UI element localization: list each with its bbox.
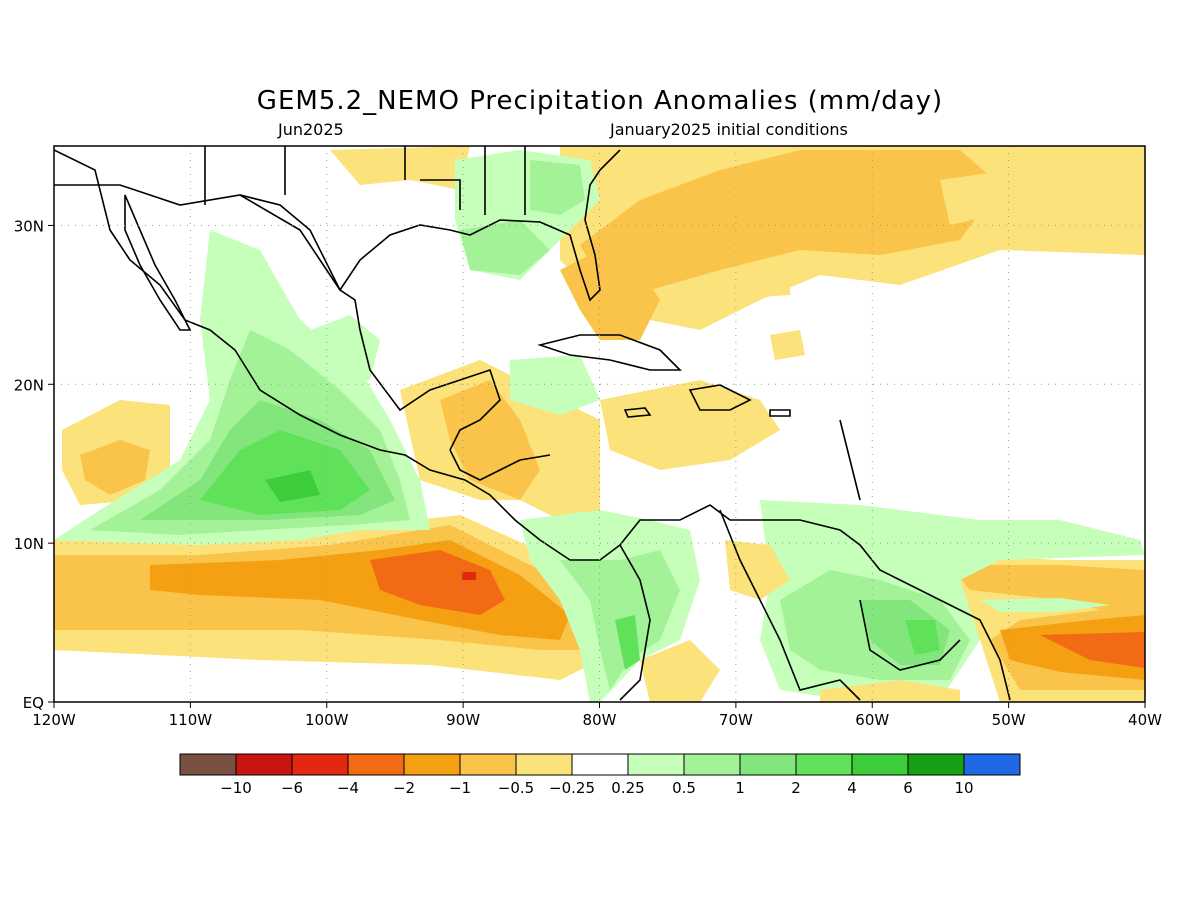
- atlantic-dry-spot: [750, 265, 790, 297]
- southeast-us-wet: [530, 160, 585, 215]
- forecast-month: Jun2025: [278, 120, 344, 139]
- colorbar-swatch: [291, 753, 349, 776]
- amazon-dry-2: [820, 680, 960, 702]
- anomaly-field: [54, 146, 1145, 702]
- longitude-tick-label: 100W: [305, 711, 349, 729]
- caribbean-wet: [510, 355, 600, 415]
- jamaica: [623, 407, 652, 418]
- atlantic-wet-east: [980, 598, 1110, 612]
- colorbar-label: 0.5: [672, 779, 696, 797]
- longitude-tick-label: 80W: [583, 711, 617, 729]
- colorbar-swatch: [795, 753, 853, 776]
- guianas-wet-core: [905, 620, 940, 655]
- colorbar-swatch: [851, 753, 909, 776]
- colorbar-swatch: [459, 753, 517, 776]
- central-america-dry-core: [440, 380, 540, 500]
- us-mexico-border: [54, 184, 341, 291]
- initial-conditions-label: January2025 initial conditions: [610, 120, 848, 139]
- colorbar-swatch: [739, 753, 797, 776]
- lesser-antilles: [839, 419, 861, 501]
- longitude-axis: 120W 110W 100W 90W 80W 70W 60W 50W 40W: [32, 702, 1162, 729]
- colorbar-label: −2: [393, 779, 415, 797]
- pacific-dry-max: [462, 572, 476, 580]
- central-america-borders: [449, 449, 551, 481]
- venezuela-dry: [725, 540, 790, 600]
- guyana-border: [859, 599, 961, 671]
- latitude-axis: EQ 10N 20N 30N: [14, 217, 54, 712]
- colombia-border: [619, 544, 651, 701]
- baja-california: [124, 194, 192, 331]
- puerto-rico: [769, 409, 791, 417]
- longitude-tick-label: 90W: [446, 711, 480, 729]
- longitude-tick-label: 70W: [719, 711, 753, 729]
- colorbar-label: 6: [903, 779, 913, 797]
- colorbar-swatch: [347, 753, 405, 776]
- mexico-pacific-coastline: [54, 149, 621, 561]
- colorbar-label: −6: [281, 779, 303, 797]
- map-title: GEM5.2_NEMO Precipitation Anomalies (mm/…: [256, 86, 944, 116]
- northwest-dry-patch: [330, 146, 470, 190]
- us-state-lines: [204, 146, 526, 215]
- caribbean-dry: [600, 380, 780, 470]
- amazon-dry: [640, 640, 720, 702]
- atlantic-dry-core: [580, 150, 1000, 290]
- mexico-pacific-wet-core: [265, 470, 320, 502]
- longitude-tick-label: 120W: [32, 711, 76, 729]
- longitude-tick-label: 40W: [1128, 711, 1162, 729]
- hispaniola: [688, 384, 752, 411]
- longitude-tick-label: 50W: [992, 711, 1026, 729]
- us-gulf-coast: [339, 149, 621, 302]
- colorbar-label: −1: [449, 779, 471, 797]
- latitude-tick-label: 20N: [14, 376, 44, 394]
- latitude-tick-label: 30N: [14, 217, 44, 235]
- florida-strait-dry: [560, 250, 660, 340]
- colorbar-swatch: [235, 753, 293, 776]
- colorbar-swatch: [515, 753, 573, 776]
- gulf-wet-2: [460, 220, 550, 275]
- east-atlantic-dry-core: [1040, 632, 1145, 668]
- colorbar-swatch: [627, 753, 685, 776]
- pacific-dry-core: [370, 550, 505, 615]
- south-america-north-coast: [619, 504, 1011, 701]
- colorbar-label: −0.25: [549, 779, 595, 797]
- colorbar-swatch: [571, 753, 629, 776]
- colorbar-label: −10: [220, 779, 252, 797]
- colorbar-swatch: [963, 753, 1021, 776]
- colorbar-label: −4: [337, 779, 359, 797]
- longitude-tick-label: 60W: [855, 711, 889, 729]
- colombia-wet-3: [615, 615, 640, 670]
- west-pacific-dry-core: [80, 440, 150, 495]
- coastlines: [54, 146, 1011, 701]
- colorbar-swatch: [179, 753, 237, 776]
- colorbar-swatch: [403, 753, 461, 776]
- mexico-pacific-wet-4: [200, 430, 370, 515]
- latitude-tick-label: 10N: [14, 535, 44, 553]
- atlantic-dry-spot-2: [940, 170, 1015, 225]
- venezuela-border: [719, 509, 861, 701]
- colorbar-label: 4: [847, 779, 857, 797]
- gulf-coast: [239, 194, 501, 451]
- cuba: [537, 334, 682, 371]
- colorbar-label: −0.5: [498, 779, 534, 797]
- colorbar-legend: −10 −6 −4 −2 −1 −0.5 −0.25 0.25 0.5 1 2 4 6 10: [179, 753, 1021, 797]
- colorbar-label: 2: [791, 779, 801, 797]
- atlantic-white-gap: [770, 330, 805, 360]
- longitude-tick-label: 110W: [169, 711, 213, 729]
- colorbar-swatch: [907, 753, 965, 776]
- bay-of-campeche-wet: [310, 315, 380, 380]
- colorbar-label: 10: [954, 779, 973, 797]
- colorbar-label: 1: [735, 779, 745, 797]
- latitude-tick-label: EQ: [23, 694, 44, 712]
- colorbar-label: 0.25: [611, 779, 644, 797]
- colorbar-swatch: [683, 753, 741, 776]
